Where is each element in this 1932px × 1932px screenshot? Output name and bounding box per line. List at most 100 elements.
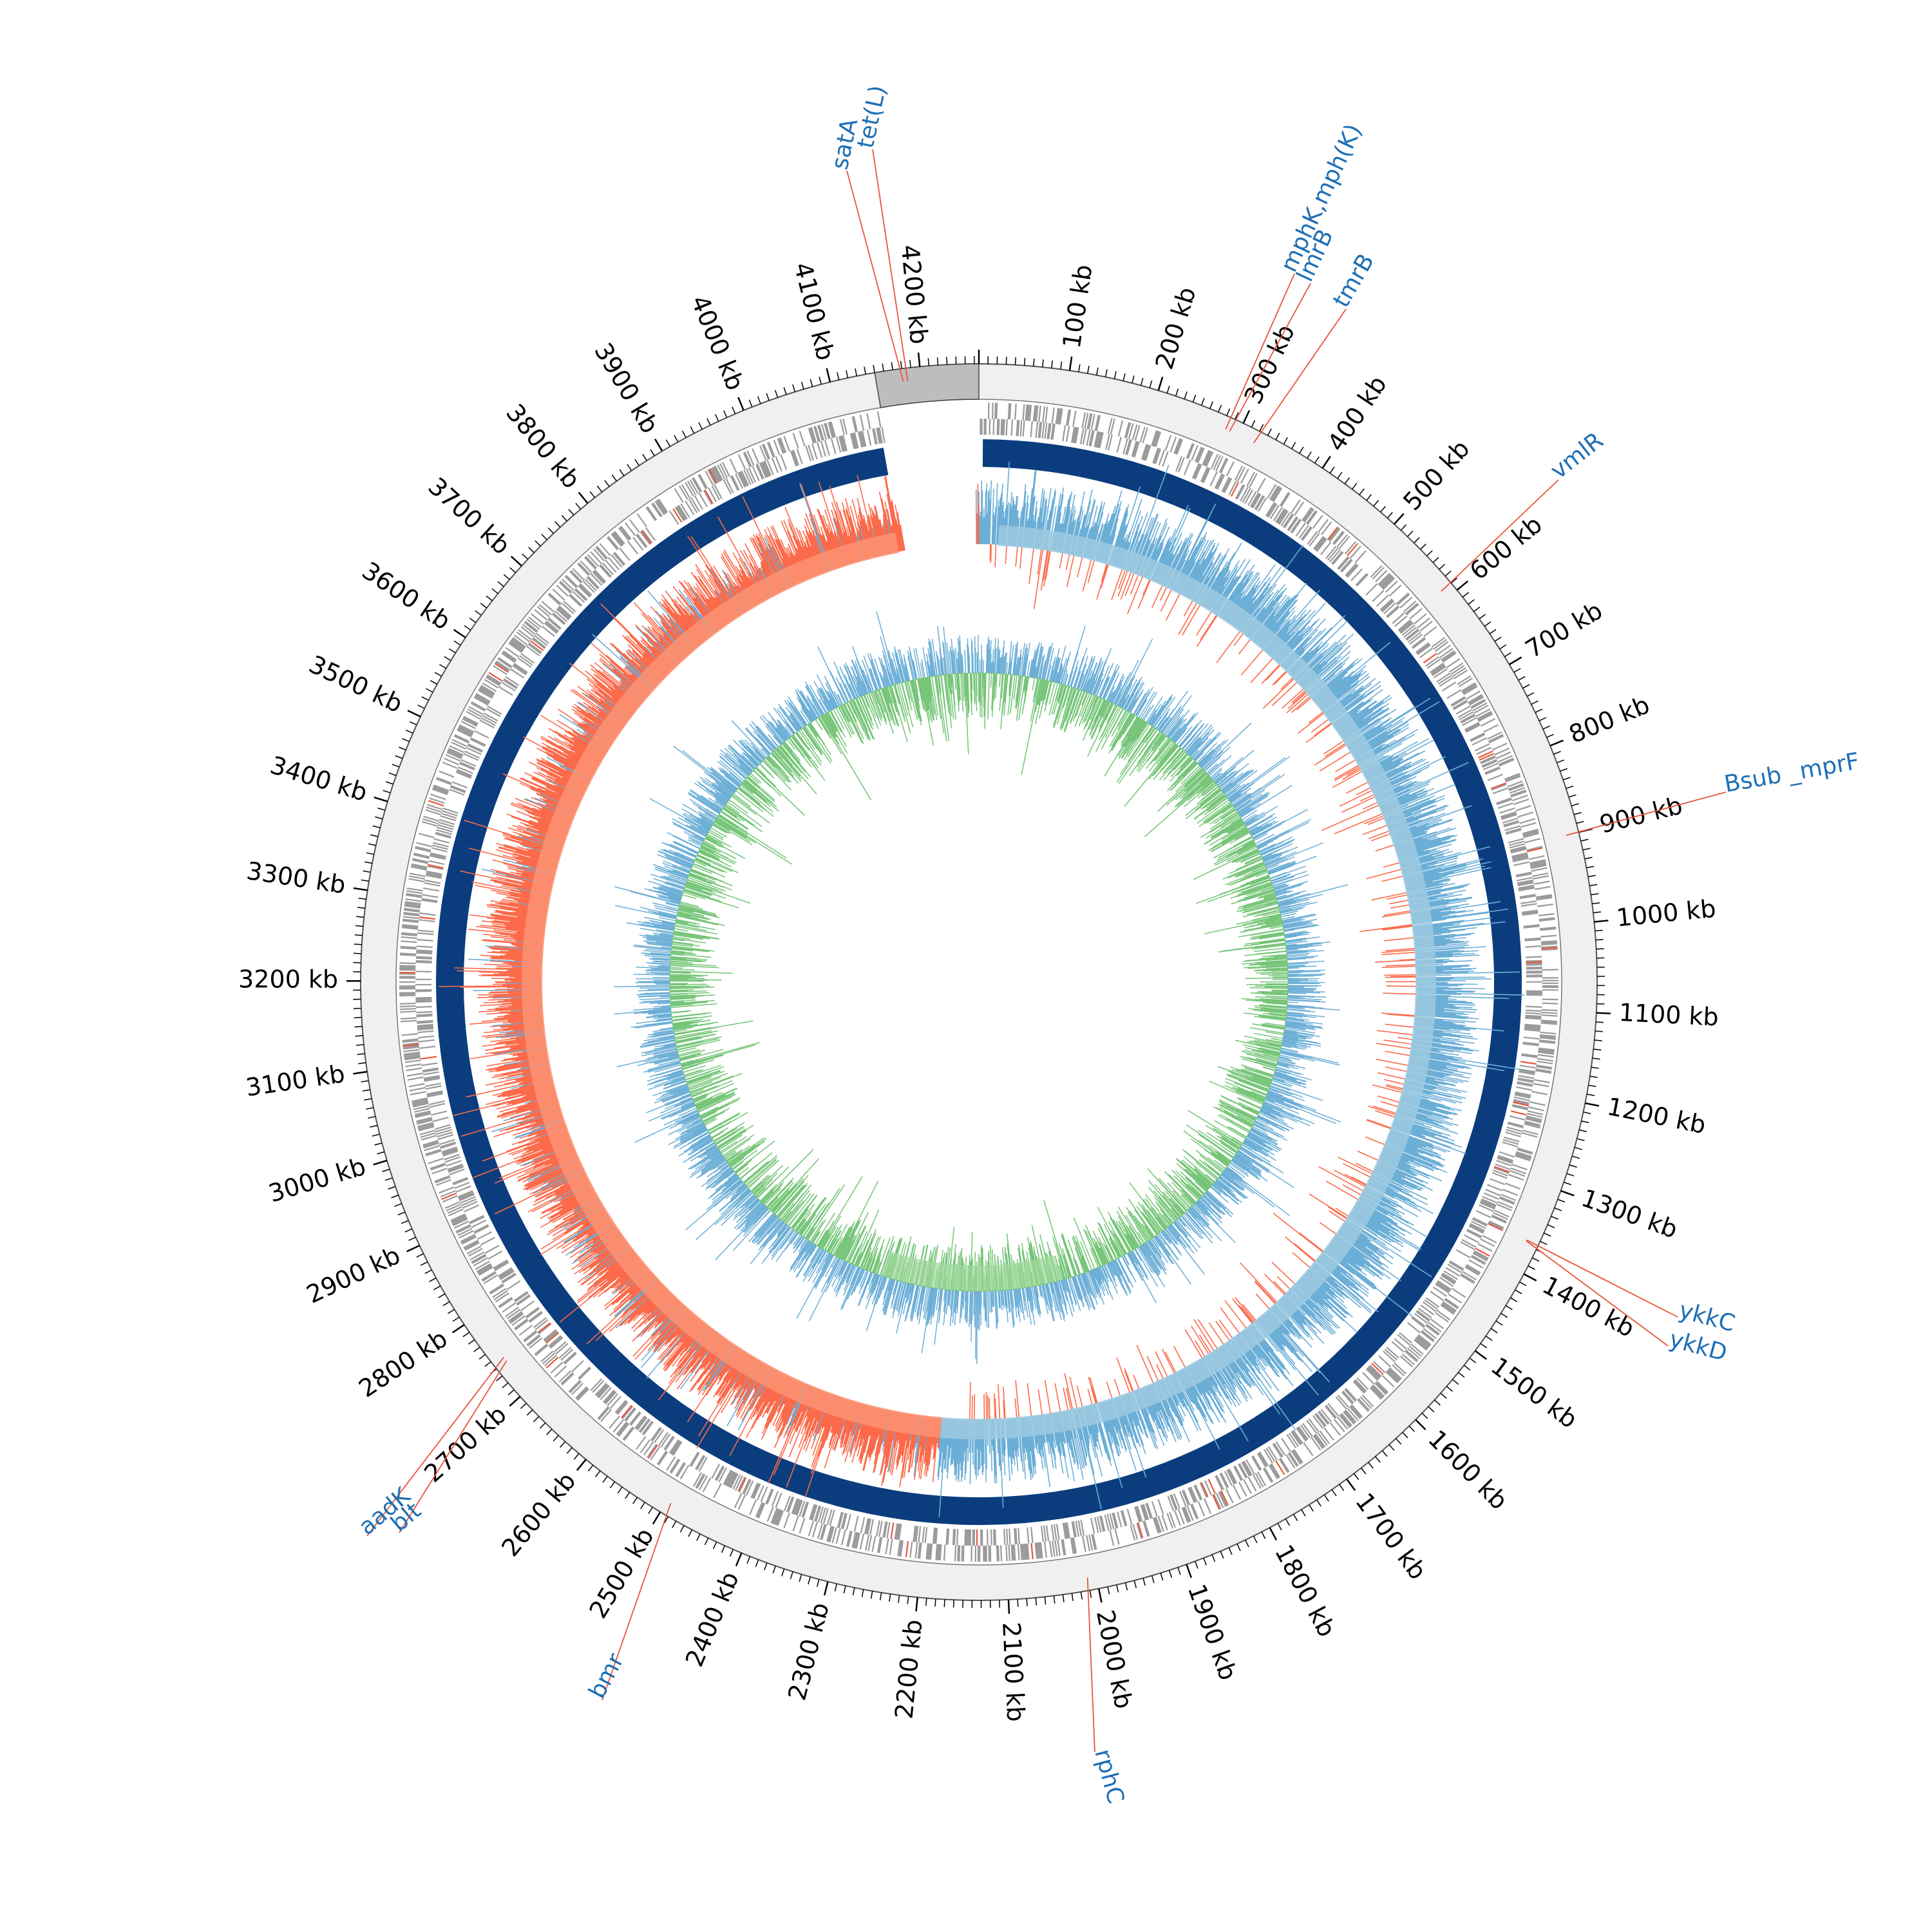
gene-feature bbox=[1012, 1544, 1015, 1561]
gene-feature bbox=[1106, 1513, 1112, 1530]
gene-feature bbox=[1117, 1511, 1122, 1528]
major-tick bbox=[1523, 1273, 1537, 1282]
skew-bar bbox=[1151, 584, 1164, 609]
skew-bar bbox=[1240, 1262, 1278, 1303]
gene-feature bbox=[1151, 1501, 1158, 1517]
gene-feature bbox=[1293, 1449, 1303, 1463]
minor-tick bbox=[927, 358, 930, 366]
minor-tick bbox=[497, 581, 504, 587]
gene-feature bbox=[828, 422, 833, 439]
gene-feature bbox=[865, 1518, 871, 1535]
gene-feature bbox=[1524, 1026, 1541, 1029]
gene-feature bbox=[1042, 406, 1046, 422]
gene-feature bbox=[1397, 1334, 1411, 1346]
minor-tick bbox=[757, 396, 761, 404]
gene-feature bbox=[1041, 422, 1045, 439]
gene-feature bbox=[837, 1511, 843, 1528]
gene-feature bbox=[511, 1315, 526, 1327]
gene-feature bbox=[1493, 1166, 1510, 1173]
skew-bar bbox=[1178, 601, 1198, 636]
gene-feature bbox=[1226, 461, 1235, 477]
gene-feature bbox=[750, 1482, 759, 1498]
gene-feature bbox=[1442, 1273, 1457, 1283]
gene-feature bbox=[775, 456, 782, 472]
gene-feature bbox=[400, 1017, 417, 1020]
minor-tick bbox=[611, 474, 618, 482]
gene-feature bbox=[1204, 1480, 1213, 1496]
gene-feature bbox=[526, 1334, 540, 1346]
gene-feature bbox=[762, 461, 771, 477]
gene-feature bbox=[704, 489, 714, 504]
gene-feature bbox=[671, 1441, 681, 1455]
gene-feature bbox=[1536, 1065, 1553, 1068]
gene-feature bbox=[1517, 1079, 1534, 1083]
gene-feature bbox=[1512, 855, 1528, 860]
gene-feature bbox=[1232, 1484, 1242, 1500]
gene-feature bbox=[1219, 1491, 1228, 1506]
gene-feature bbox=[809, 1504, 815, 1520]
gene-feature bbox=[894, 1523, 898, 1540]
minor-tick bbox=[486, 595, 493, 601]
minor-tick bbox=[566, 1447, 573, 1454]
gene-feature bbox=[1341, 559, 1353, 573]
skew-bar bbox=[1003, 1387, 1006, 1419]
skew-bar bbox=[996, 500, 999, 545]
skew-bar bbox=[1282, 688, 1305, 709]
gene-feature bbox=[1537, 904, 1553, 907]
skew-bar bbox=[994, 506, 996, 545]
gene-feature bbox=[1193, 1485, 1202, 1501]
gene-feature bbox=[1177, 1508, 1185, 1525]
major-tick bbox=[1456, 580, 1469, 591]
gene-feature bbox=[1381, 600, 1395, 612]
minor-tick bbox=[503, 574, 510, 580]
gene-feature bbox=[1193, 463, 1201, 479]
gene-feature bbox=[440, 1190, 456, 1198]
gene-feature bbox=[402, 920, 419, 923]
gene-feature bbox=[1483, 724, 1499, 733]
minor-tick bbox=[391, 1195, 399, 1198]
gene-feature bbox=[1067, 410, 1072, 426]
gene-feature bbox=[1509, 787, 1526, 794]
gene-feature bbox=[1226, 1470, 1235, 1485]
gene-feature bbox=[1153, 431, 1160, 447]
gene-feature bbox=[1459, 711, 1474, 721]
gene-feature bbox=[886, 1522, 891, 1539]
skew-bar bbox=[1335, 1208, 1349, 1217]
gene-feature bbox=[1439, 648, 1454, 659]
gene-feature bbox=[1501, 813, 1517, 820]
major-tick bbox=[1585, 1102, 1600, 1107]
gene-feature bbox=[1027, 404, 1031, 421]
gene-feature bbox=[1416, 1309, 1430, 1321]
skew-bar bbox=[1367, 1119, 1392, 1129]
gene-feature bbox=[569, 1381, 582, 1394]
gene-feature bbox=[860, 431, 866, 448]
gene-feature bbox=[858, 431, 864, 448]
minor-tick bbox=[404, 1228, 413, 1233]
minor-tick bbox=[370, 1124, 378, 1128]
minor-tick bbox=[444, 656, 451, 661]
gene-feature bbox=[1391, 1341, 1405, 1353]
gene-feature bbox=[1493, 1209, 1510, 1218]
gene-feature bbox=[556, 607, 571, 620]
gene-feature bbox=[885, 1538, 889, 1555]
gene-feature bbox=[679, 1464, 690, 1480]
gene-feature bbox=[428, 1100, 445, 1106]
gene-feature bbox=[1462, 717, 1477, 726]
gene-feature bbox=[404, 904, 421, 907]
gene-feature bbox=[405, 898, 422, 902]
gene-feature bbox=[612, 533, 623, 546]
gene-feature bbox=[1275, 508, 1285, 523]
minor-tick bbox=[1589, 1075, 1598, 1078]
minor-tick bbox=[385, 781, 393, 785]
minor-tick bbox=[1560, 768, 1567, 772]
gene-feature bbox=[1298, 524, 1310, 539]
gene-feature bbox=[1200, 1482, 1209, 1497]
minor-tick bbox=[1314, 456, 1320, 464]
gene-feature bbox=[696, 1455, 706, 1471]
gene-feature bbox=[1350, 1405, 1362, 1419]
gene-feature bbox=[1238, 1463, 1248, 1478]
minor-tick bbox=[1402, 1432, 1408, 1439]
gene-feature bbox=[474, 1225, 489, 1234]
gene-feature bbox=[1311, 1437, 1321, 1451]
gene-feature bbox=[508, 642, 522, 654]
